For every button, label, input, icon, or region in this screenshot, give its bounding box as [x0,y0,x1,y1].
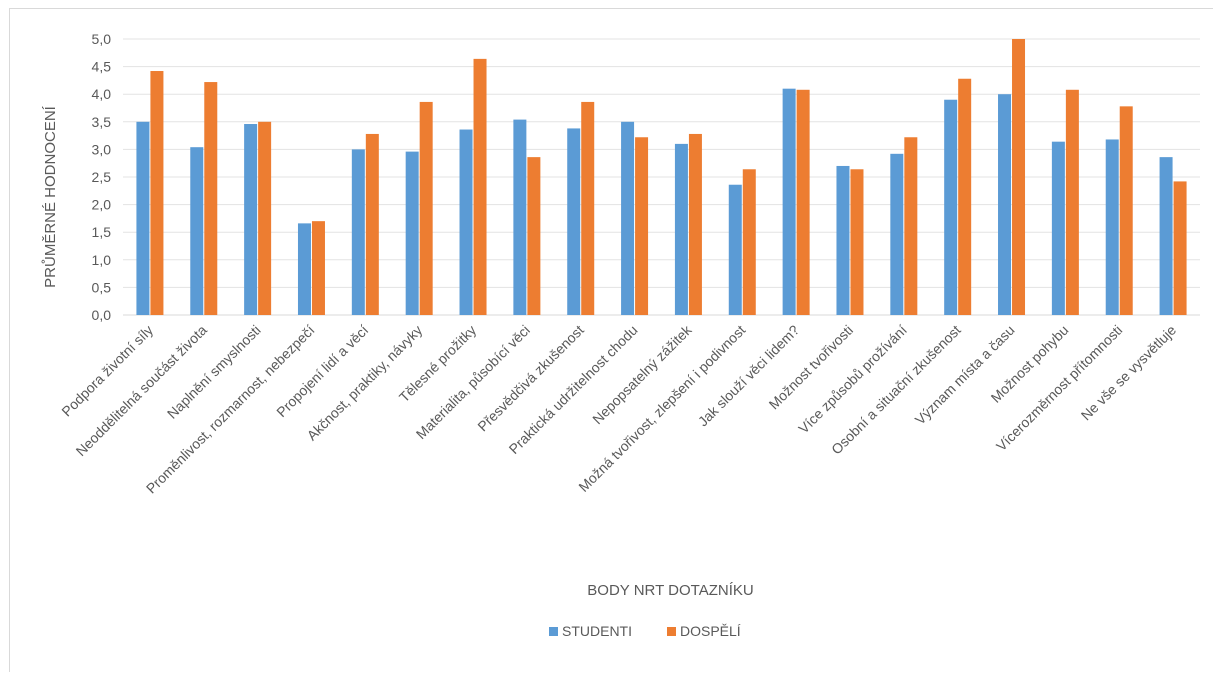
bar-dospeli-0 [150,71,164,316]
bar-studenti-19 [1159,157,1173,315]
bar-studenti-18 [1105,139,1119,315]
x-axis-title: BODY NRT DOTAZNÍKU [587,582,753,599]
bar-studenti-13 [836,165,850,315]
x-category-label: Význam místa a času [912,322,1018,428]
bar-dospeli-6 [473,58,487,315]
bar-dospeli-15 [958,78,972,315]
legend-swatch-studenti [549,627,558,636]
y-tick-label: 1,0 [92,252,112,268]
bar-dospeli-11 [742,169,756,315]
bar-dospeli-7 [527,157,541,315]
legend-label: DOSPĚLÍ [680,623,741,639]
x-category-label: Podpora životní síly [58,322,156,420]
x-category-label: Více způsobů prožívání [795,322,910,437]
bar-dospeli-18 [1119,106,1133,316]
bars [136,39,1187,316]
bar-dospeli-8 [581,101,595,315]
chart-frame: 0,0 0,5 1,0 1,5 2,0 2,5 3,0 3,5 4,0 4,5 5,0 Podpor… [9,8,1213,672]
legend: STUDENTI DOSPĚLÍ [549,623,741,639]
legend-swatch-dospeli [667,627,676,636]
bar-studenti-10 [674,143,688,315]
bar-studenti-0 [136,121,150,315]
bar-dospeli-13 [850,169,864,315]
y-axis-ticks: 0,0 0,5 1,0 1,5 2,0 2,5 3,0 3,5 4,0 4,5 5,0 [92,31,112,323]
bar-studenti-15 [944,99,958,315]
bar-dospeli-9 [635,137,649,315]
bar-dospeli-14 [904,137,918,315]
y-tick-label: 3,5 [92,114,112,130]
x-category-label: Ne vše se vysvětluje [1078,322,1180,424]
bar-studenti-7 [513,119,527,315]
bar-dospeli-12 [796,89,810,315]
y-tick-label: 1,5 [92,224,112,240]
bar-studenti-17 [1051,141,1065,315]
bar-dospeli-2 [258,121,272,315]
bar-chart: 0,0 0,5 1,0 1,5 2,0 2,5 3,0 3,5 4,0 4,5 5,0 Podpor… [41,31,1200,639]
bar-studenti-1 [190,147,204,315]
x-category-label: Naplnění smyslnosti [164,322,264,422]
bar-studenti-14 [890,153,904,315]
y-tick-label: 4,5 [92,59,112,75]
bar-studenti-3 [297,223,311,315]
bar-studenti-4 [351,149,365,315]
bar-dospeli-16 [1012,39,1026,315]
bar-studenti-6 [459,129,473,315]
bar-studenti-2 [244,124,258,316]
bar-studenti-12 [782,88,796,316]
y-tick-label: 0,5 [92,279,112,295]
bar-dospeli-3 [311,221,325,315]
bar-dospeli-1 [204,82,218,315]
y-tick-label: 4,0 [92,86,112,102]
bar-dospeli-17 [1065,89,1079,315]
bar-dospeli-4 [365,133,379,315]
bar-studenti-9 [621,121,635,315]
x-category-label: Propojení lidí a věcí [273,322,371,420]
bar-studenti-5 [405,151,419,315]
y-tick-label: 2,5 [92,169,112,185]
bar-studenti-16 [998,94,1012,315]
y-tick-label: 0,0 [92,307,112,323]
x-category-label: Přesvědčivá zkušenost [474,322,587,435]
bar-dospeli-19 [1173,181,1187,315]
y-axis-title: PRŮMĚRNÉ HODNOCENÍ [41,105,59,288]
y-tick-label: 2,0 [92,197,112,213]
bar-studenti-8 [567,128,581,315]
bar-studenti-11 [728,184,742,315]
gridlines [123,38,1200,316]
y-tick-label: 5,0 [92,31,112,47]
bar-dospeli-5 [419,101,433,315]
x-category-label: Nepopsatelný zážitek [589,321,695,427]
y-tick-label: 3,0 [92,141,112,157]
bar-dospeli-10 [688,133,702,315]
x-category-label: Jak slouží věci lidem? [695,322,803,430]
legend-label: STUDENTI [562,623,632,639]
